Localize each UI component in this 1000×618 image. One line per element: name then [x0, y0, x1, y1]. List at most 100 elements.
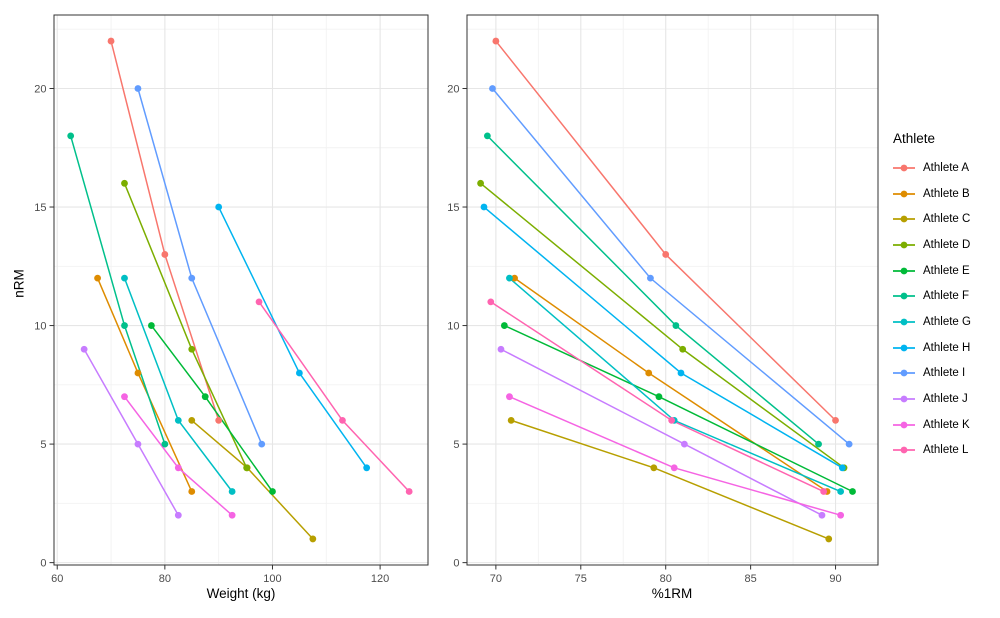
legend-item-label: Athlete A: [923, 161, 970, 174]
legend-item: Athlete J: [886, 386, 998, 412]
data-point: [506, 274, 513, 282]
data-point: [679, 345, 687, 353]
right-panel: 70 75 80 85 90 0 5 10 15 20: [447, 14, 879, 585]
data-point: [672, 322, 680, 329]
data-point: [363, 464, 371, 472]
left-panel-border: [53, 14, 429, 566]
x-tick-label: 100: [263, 573, 281, 585]
data-point: [480, 203, 488, 211]
data-point: [134, 440, 142, 448]
legend-item: Athlete B: [886, 181, 998, 207]
data-point: [845, 440, 853, 448]
data-point: [500, 322, 508, 329]
x-axis-title-weight: Weight (kg): [206, 586, 276, 601]
data-point: [662, 251, 670, 258]
legend-item: Athlete A: [886, 155, 998, 181]
legend-key-point: [900, 344, 908, 352]
legend-key-icon: [893, 267, 915, 274]
legend-item: Athlete K: [886, 412, 998, 438]
legend-key-point: [900, 215, 908, 223]
legend-item-label: Athlete G: [923, 315, 971, 328]
data-point: [243, 464, 251, 472]
data-point: [677, 369, 685, 377]
legend-item-label: Athlete B: [923, 187, 970, 200]
data-point: [161, 440, 169, 448]
legend-key-point: [900, 164, 908, 172]
y-tick-label: 5: [40, 439, 46, 451]
data-point: [121, 179, 128, 187]
legend-key-point: [900, 421, 908, 429]
data-point: [295, 369, 303, 377]
legend-key-icon: [893, 369, 915, 377]
legend-items: Athlete A Athlete B Athlete C Athlete D Athl…: [886, 155, 998, 463]
legend-item-label: Athlete E: [923, 264, 970, 277]
legend-item: Athlete I: [886, 361, 998, 387]
data-point: [188, 274, 196, 282]
x-tick-label: 60: [51, 573, 63, 585]
x-tick-label: 70: [490, 573, 502, 585]
y-tick-label: 20: [34, 83, 46, 95]
data-point: [650, 464, 658, 472]
data-point: [832, 416, 839, 424]
y-tick-label: 20: [447, 83, 459, 95]
legend-item: Athlete L: [886, 438, 998, 464]
legend-item-label: Athlete F: [923, 290, 970, 303]
data-point: [405, 488, 413, 495]
data-point: [215, 203, 223, 211]
legend-key-point: [900, 395, 908, 403]
data-point: [94, 274, 101, 282]
legend-key-icon: [893, 447, 915, 454]
data-point: [849, 488, 856, 495]
data-point: [645, 369, 653, 377]
legend-item: Athlete D: [886, 232, 998, 258]
y-tick-label: 10: [34, 320, 46, 332]
data-point: [201, 393, 209, 401]
legend-item: Athlete C: [886, 206, 998, 232]
left-panel-background: [54, 15, 428, 565]
legend-key-icon: [893, 318, 915, 326]
data-point: [228, 511, 236, 519]
legend-key-point: [900, 318, 908, 326]
right-panel-border: [466, 14, 879, 566]
right-panel-background: [467, 15, 878, 565]
data-point: [815, 440, 822, 448]
legend-item-label: Athlete K: [923, 418, 970, 431]
data-point: [134, 369, 142, 377]
data-point: [680, 440, 688, 448]
x-axis-title-pct1rm: %1RM: [651, 586, 693, 601]
data-point: [511, 274, 518, 282]
legend-key-point: [900, 241, 908, 249]
data-point: [497, 345, 505, 353]
x-tick-label: 85: [744, 573, 756, 585]
x-tick-label: 75: [575, 573, 587, 585]
data-point: [188, 345, 196, 353]
data-point: [188, 488, 196, 495]
data-point: [825, 535, 833, 543]
legend-key-point: [900, 267, 908, 274]
data-point: [309, 535, 317, 543]
data-point: [483, 132, 491, 140]
data-point: [269, 488, 276, 495]
data-point: [820, 488, 828, 495]
data-point: [655, 393, 663, 401]
data-point: [228, 488, 236, 495]
data-point: [477, 179, 484, 187]
legend-title: Athlete: [893, 131, 936, 146]
legend-key-icon: [893, 344, 915, 352]
data-point: [174, 416, 182, 424]
y-tick-label: 15: [447, 202, 459, 214]
legend-item-label: Athlete J: [923, 393, 968, 406]
legend-key-icon: [893, 292, 915, 300]
legend-item-label: Athlete H: [923, 341, 971, 354]
x-tick-label: 80: [159, 573, 171, 585]
legend-item: Athlete F: [886, 283, 998, 309]
data-point: [121, 274, 128, 282]
data-point: [668, 416, 676, 424]
data-point: [107, 37, 115, 45]
data-point: [161, 251, 169, 258]
y-tick-label: 15: [34, 202, 46, 214]
legend-key-point: [900, 190, 908, 197]
y-tick-label: 10: [447, 320, 459, 332]
